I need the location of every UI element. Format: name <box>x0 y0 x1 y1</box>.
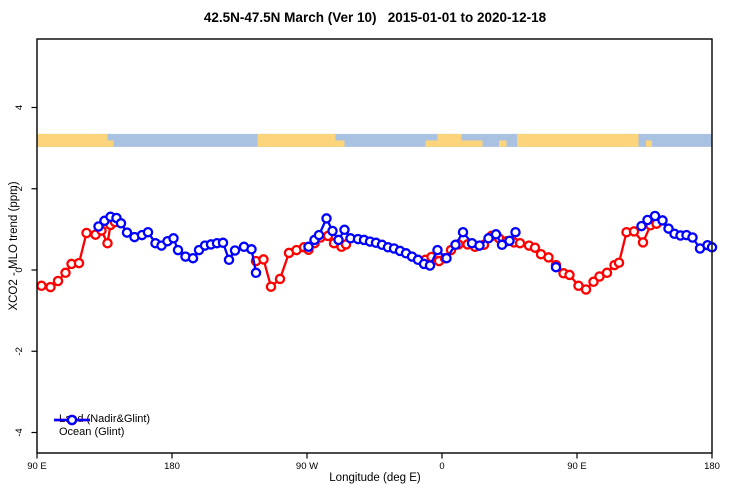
legend-label-ocean: Ocean (Glint) <box>59 425 125 438</box>
x-tick-label: 0 <box>439 461 444 472</box>
x-tick-label: 180 <box>704 461 720 472</box>
data-series <box>36 210 718 295</box>
legend: Land (Nadir&Glint) Ocean (Glint) <box>52 413 150 438</box>
surface-type-band <box>37 133 712 147</box>
legend-marker-ocean-icon <box>54 414 90 426</box>
chart-title: 42.5N-47.5N March (Ver 10) 2015-01-01 to… <box>203 10 547 25</box>
y-tick-label: 4 <box>14 105 25 110</box>
axes: 90 E 180 90 W 0 90 E 180 4 2 0 -2 -4 <box>14 105 720 472</box>
y-tick-label: -4 <box>14 428 25 436</box>
y-tick-label: 0 <box>14 267 25 272</box>
x-axis-title: Longitude (deg E) <box>329 472 421 484</box>
y-axis-title: XCO2 - MLO trend (ppm) <box>8 181 20 311</box>
x-tick-label: 180 <box>164 461 180 472</box>
x-tick-label: 90 E <box>567 461 587 472</box>
x-tick-label: 90 E <box>27 461 47 472</box>
y-tick-label: 2 <box>14 186 25 191</box>
y-tick-label: -2 <box>14 347 25 355</box>
legend-item-ocean: Ocean (Glint) <box>52 414 150 439</box>
plot-border <box>36 38 713 454</box>
x-tick-label: 90 W <box>296 461 318 472</box>
